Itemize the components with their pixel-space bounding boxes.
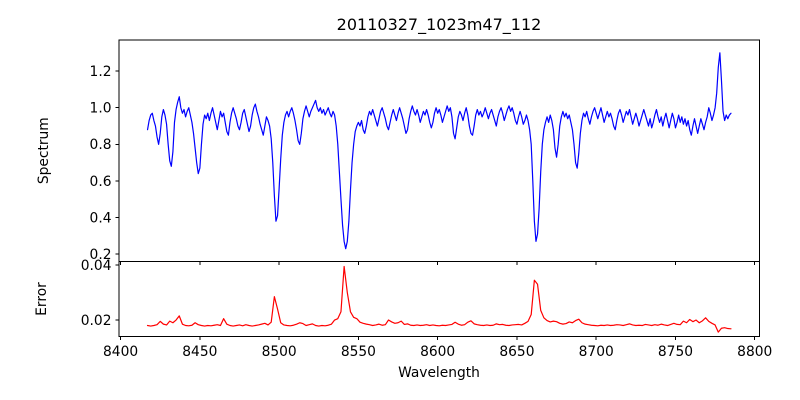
spectrum-line — [146, 52, 732, 250]
x-tick-label: 8650 — [499, 344, 534, 360]
x-tick-label: 8550 — [341, 344, 376, 360]
error-line-group — [146, 265, 732, 333]
x-axis-label: Wavelength — [398, 365, 480, 381]
error-y-axis-label: Error — [34, 282, 50, 316]
spectrum-y-tick-label: 0.4 — [90, 210, 112, 226]
spectrum-y-tick-label: 0.2 — [90, 247, 112, 263]
chart-title: 20110327_1023m47_112 — [337, 15, 542, 35]
x-tick-label: 8600 — [420, 344, 455, 360]
spectrum-y-tick-label: 1.0 — [90, 101, 112, 117]
spectrum-panel-frame — [118, 39, 760, 262]
x-tick-label: 8450 — [182, 344, 217, 360]
error-line — [146, 265, 732, 333]
error-y-tick-label: 0.04 — [81, 258, 112, 274]
spectrum-y-axis-label: Spectrum — [36, 117, 52, 184]
spectrum-y-tick-label: 1.2 — [90, 64, 112, 80]
x-tick-label: 8800 — [737, 344, 772, 360]
spectrum-y-tick-label: 0.6 — [90, 174, 112, 190]
x-tick-label: 8750 — [658, 344, 693, 360]
data-series — [146, 52, 732, 333]
error-y-tick-label: 0.02 — [81, 313, 112, 329]
axis-ticks: 8400 8450 8500 8550 8600 8650 8700 8750 88000.20… — [81, 64, 773, 360]
error-panel-frame — [118, 261, 760, 337]
x-tick-label: 8400 — [103, 344, 138, 360]
spectrum-y-tick-label: 0.8 — [90, 137, 112, 153]
spectrum-line-group — [146, 52, 732, 250]
x-tick-label: 8700 — [579, 344, 614, 360]
x-tick-label: 8500 — [262, 344, 297, 360]
